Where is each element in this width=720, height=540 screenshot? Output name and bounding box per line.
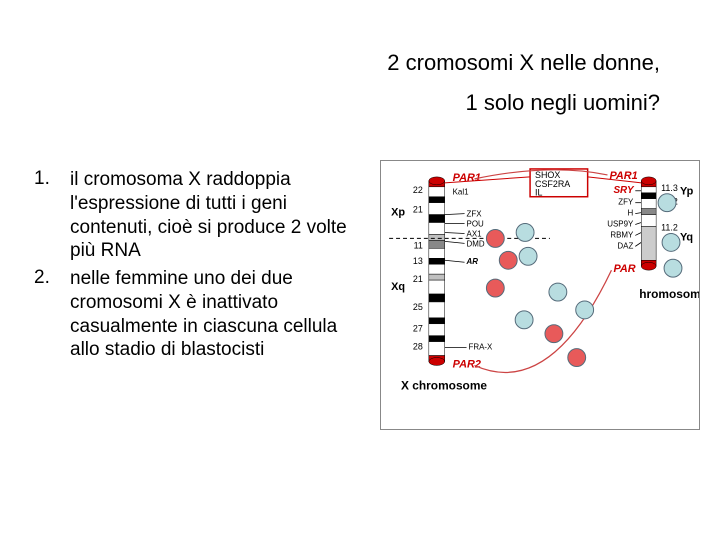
svg-text:21: 21 [413, 205, 423, 215]
svg-text:RBMY: RBMY [610, 230, 634, 239]
svg-text:Yp: Yp [680, 186, 694, 198]
svg-text:DMD: DMD [467, 239, 485, 248]
list-item: 2. nelle femmine uno dei due cromosomi X… [30, 267, 360, 362]
svg-text:Yq: Yq [680, 231, 693, 243]
list-item: 1. il cromosoma X raddoppia l'espression… [30, 168, 360, 263]
svg-text:AX1: AX1 [467, 229, 483, 238]
svg-text:X chromosome: X chromosome [401, 378, 487, 392]
svg-text:AR: AR [466, 257, 479, 266]
svg-text:ZFX: ZFX [467, 210, 483, 219]
svg-text:13: 13 [413, 256, 423, 266]
svg-text:POU: POU [467, 220, 484, 229]
heading-line-1: 2 cromosomi X nelle donne, [387, 50, 660, 76]
svg-text:PAR: PAR [613, 263, 635, 275]
svg-text:PAR2: PAR2 [453, 358, 481, 370]
svg-text:H: H [628, 209, 634, 218]
list-text: il cromosoma X raddoppia l'espressione d… [70, 168, 360, 263]
svg-text:27: 27 [413, 324, 423, 334]
svg-text:hromosome: hromosome [639, 287, 699, 301]
svg-text:Xq: Xq [391, 281, 405, 293]
heading-line-2: 1 solo negli uomini? [466, 90, 660, 116]
svg-text:28: 28 [413, 342, 423, 352]
svg-text:Xp: Xp [391, 207, 405, 219]
svg-text:DAZ: DAZ [617, 241, 633, 250]
svg-text:USP9Y: USP9Y [607, 220, 634, 229]
svg-text:Kal1: Kal1 [453, 188, 469, 197]
svg-text:11.2: 11.2 [661, 222, 678, 232]
svg-text:FRA-X: FRA-X [469, 343, 494, 352]
chromosome-diagram: 2221111321252728XpXqPAR1PAR2Kal1ZFXPOUAX… [380, 160, 700, 430]
svg-text:ZFY: ZFY [618, 198, 634, 207]
list-number: 1. [30, 168, 70, 263]
svg-text:11: 11 [414, 240, 423, 250]
svg-text:IL: IL [535, 188, 542, 198]
list-number: 2. [30, 267, 70, 362]
list-text: nelle femmine uno dei due cromosomi X è … [70, 267, 360, 362]
svg-text:25: 25 [413, 302, 423, 312]
numbered-list: 1. il cromosoma X raddoppia l'espression… [30, 168, 360, 366]
svg-text:22: 22 [413, 185, 423, 195]
svg-text:21: 21 [413, 274, 423, 284]
svg-text:SRY: SRY [613, 185, 635, 196]
svg-text:11.3: 11.3 [661, 183, 678, 193]
